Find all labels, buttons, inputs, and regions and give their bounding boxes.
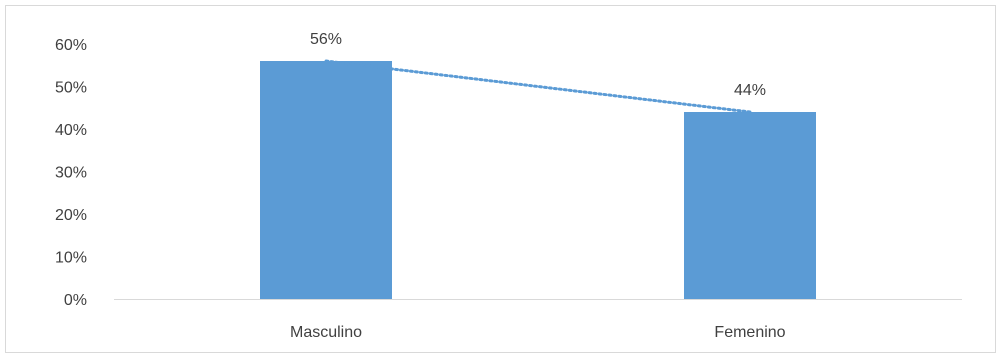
x-tick-label: Femenino — [714, 324, 785, 341]
y-tick-label: 20% — [55, 207, 87, 224]
chart-frame: 0% 10% 20% 30% 40% 50% 60% 56% 44% Masculino Fem… — [5, 5, 996, 353]
y-tick-label: 30% — [55, 165, 87, 182]
bar-chart: 0% 10% 20% 30% 40% 50% 60% 56% 44% Masculino Fem… — [55, 31, 962, 341]
y-tick-label: 0% — [64, 292, 87, 309]
y-tick-label: 60% — [55, 37, 87, 54]
y-tick-label: 10% — [55, 250, 87, 267]
bars — [260, 61, 816, 299]
x-axis-tick-labels: Masculino Femenino — [290, 324, 786, 341]
y-axis-tick-labels: 0% 10% 20% 30% 40% 50% 60% — [55, 37, 87, 309]
y-tick-label: 40% — [55, 122, 87, 139]
bar-femenino — [684, 112, 816, 299]
trendline — [324, 59, 752, 114]
x-tick-label: Masculino — [290, 324, 362, 341]
data-labels: 56% 44% — [310, 31, 766, 99]
data-label: 44% — [734, 82, 766, 99]
y-tick-label: 50% — [55, 80, 87, 97]
bar-masculino — [260, 61, 392, 299]
data-label: 56% — [310, 31, 342, 48]
